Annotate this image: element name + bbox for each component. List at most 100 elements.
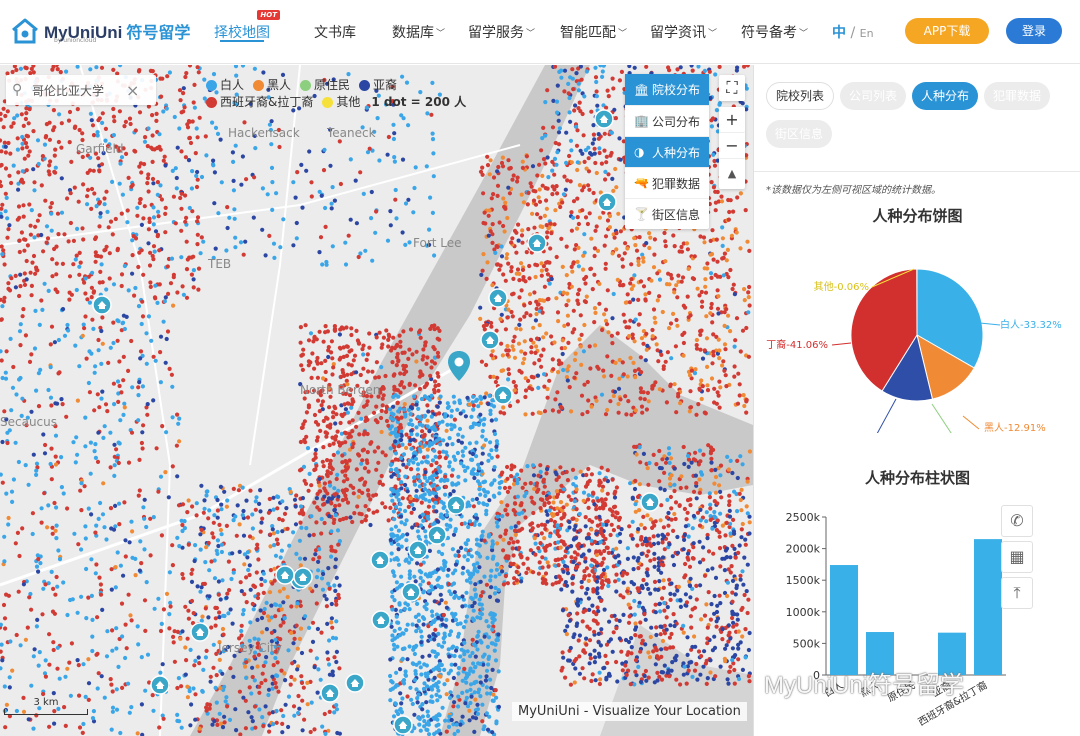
chevron-down-icon: ﹀	[436, 28, 446, 39]
school-marker-icon[interactable]	[446, 495, 466, 515]
bar[interactable]	[830, 565, 858, 675]
chevron-down-icon: ﹀	[618, 28, 628, 39]
brand-logo[interactable]: MyUniUni 符号留学 by unioncloud	[10, 17, 190, 45]
house-logo-icon	[12, 18, 38, 44]
legend-dot-icon	[300, 80, 312, 91]
lang-en[interactable]: En	[859, 27, 874, 40]
back-to-top-icon[interactable]: ⤒	[1001, 577, 1033, 609]
pie-leader-line	[876, 398, 897, 433]
layer-item-0[interactable]: 🏛 院校分布	[625, 74, 709, 105]
compass-icon[interactable]: ▲	[727, 167, 737, 180]
school-marker-icon[interactable]	[427, 525, 447, 545]
bar[interactable]	[974, 539, 1002, 675]
school-marker-icon[interactable]	[150, 675, 170, 695]
login-button[interactable]: 登录	[1006, 18, 1062, 44]
pie-slice[interactable]	[850, 268, 918, 392]
location-pin-icon[interactable]	[447, 350, 471, 382]
brand-subtitle: by unioncloud	[54, 37, 97, 44]
layer-item-4[interactable]: 🍸 街区信息	[625, 198, 709, 229]
layer-switcher: 🏛 院校分布 🏢 公司分布 ◑ 人种分布 🔫 犯罪数据 🍸 街区信息	[625, 74, 709, 229]
y-tick-label: 1000k	[786, 606, 821, 619]
school-marker-icon[interactable]	[408, 540, 428, 560]
nav-item-label: 文书库	[314, 25, 356, 41]
pie-slice[interactable]	[916, 268, 984, 369]
school-marker-icon[interactable]	[293, 567, 313, 587]
school-marker-icon[interactable]	[597, 192, 617, 212]
pie-leader-line	[979, 322, 1001, 326]
tab-3[interactable]: 犯罪数据	[984, 82, 1051, 110]
school-marker-icon[interactable]	[493, 385, 513, 405]
phone-icon[interactable]: ✆	[1001, 505, 1033, 537]
school-marker-icon[interactable]	[393, 715, 413, 735]
layer-icon: 🏢	[634, 114, 649, 128]
nav-item-4[interactable]: 智能匹配 ﹀	[560, 0, 627, 64]
fullscreen-icon[interactable]: ⛶	[719, 75, 745, 101]
top-navbar: MyUniUni 符号留学 by unioncloud 择校地图 HOT 文书库 数据库…	[0, 0, 1080, 64]
clear-search-icon[interactable]: ×	[126, 80, 140, 100]
y-tick-label: 500k	[793, 637, 821, 650]
school-marker-icon[interactable]	[275, 565, 295, 585]
nav-item-label: 留学资讯	[650, 25, 706, 41]
y-tick-label: 2500k	[786, 511, 821, 524]
nav-item-0[interactable]: 择校地图 HOT	[214, 0, 280, 64]
tab-0[interactable]: 院校列表	[766, 82, 835, 110]
layer-icon: ◑	[634, 145, 645, 159]
school-marker-icon[interactable]	[320, 683, 340, 703]
lang-zh[interactable]: 中	[832, 25, 846, 41]
school-marker-icon[interactable]	[371, 610, 391, 630]
nav-item-3[interactable]: 留学服务 ﹀	[468, 0, 535, 64]
pie-leader-line	[931, 403, 952, 433]
pie-leader-line	[831, 342, 852, 346]
tab-4[interactable]: 街区信息	[766, 120, 833, 148]
app-download-button[interactable]: APP下载	[905, 18, 989, 44]
y-tick-label: 0	[813, 669, 820, 682]
nav-item-label: 符号备考	[741, 25, 797, 41]
school-marker-icon[interactable]	[401, 582, 421, 602]
legend-dot-icon	[253, 80, 265, 91]
map-search-box[interactable]: ⚲ ×	[6, 75, 156, 105]
school-marker-icon[interactable]	[488, 288, 508, 308]
tab-2[interactable]: 人种分布	[912, 82, 979, 110]
school-marker-icon[interactable]	[594, 109, 614, 129]
language-switch[interactable]: 中 / En	[832, 22, 874, 42]
nav-item-5[interactable]: 留学资讯 ﹀	[650, 0, 717, 64]
qrcode-icon[interactable]: ▦	[1001, 541, 1033, 573]
map-scale: 3 km	[4, 697, 88, 715]
legend-item: 西班牙裔&拉丁裔	[206, 94, 313, 111]
chevron-down-icon: ﹀	[799, 28, 809, 39]
school-marker-icon[interactable]	[527, 233, 547, 253]
map-tools: ⛶ + − ▲	[719, 75, 745, 189]
school-marker-icon[interactable]	[640, 492, 660, 512]
school-marker-icon[interactable]	[345, 673, 365, 693]
school-marker-icon[interactable]	[92, 295, 112, 315]
zoom-in-button[interactable]: +	[719, 107, 745, 133]
layer-item-1[interactable]: 🏢 公司分布	[625, 105, 709, 136]
place-label: TEB	[208, 257, 232, 271]
bar[interactable]	[866, 632, 894, 675]
nav-item-6[interactable]: 符号备考 ﹀	[741, 0, 808, 64]
search-icon: ⚲	[12, 82, 23, 98]
search-input[interactable]	[32, 83, 122, 97]
bar[interactable]	[938, 632, 966, 675]
layer-icon: 🔫	[634, 176, 649, 190]
layer-item-2[interactable]: ◑ 人种分布	[625, 136, 709, 167]
school-marker-icon[interactable]	[190, 622, 210, 642]
layer-icon: 🍸	[634, 207, 649, 221]
y-tick-label: 1500k	[786, 574, 821, 587]
legend-item: 黑人	[253, 77, 291, 94]
zoom-controls: + − ▲	[719, 107, 745, 189]
tab-1[interactable]: 公司列表	[840, 82, 907, 110]
school-marker-icon[interactable]	[480, 330, 500, 350]
legend-dot-icon	[206, 97, 217, 108]
nav-item-2[interactable]: 数据库 ﹀	[392, 0, 445, 64]
layer-item-3[interactable]: 🔫 犯罪数据	[625, 167, 709, 198]
legend-item: 白人	[206, 77, 244, 94]
race-pie-chart: 白人-33.32%黑人-12.91%原住民-0%亚裔-12.65%丁裔-41.0…	[766, 268, 1062, 433]
wechat-watermark: MyUniUni符号留学	[764, 672, 965, 699]
zoom-out-button[interactable]: −	[719, 133, 745, 159]
nav-item-1[interactable]: 文书库	[314, 0, 356, 64]
map-canvas[interactable]: Hackensack Teaneck Garfield TEB Fort Lee Nort…	[0, 65, 753, 736]
layer-label: 公司分布	[652, 114, 701, 129]
school-marker-icon[interactable]	[370, 550, 390, 570]
pie-label: 其他-0.06%	[814, 280, 869, 293]
